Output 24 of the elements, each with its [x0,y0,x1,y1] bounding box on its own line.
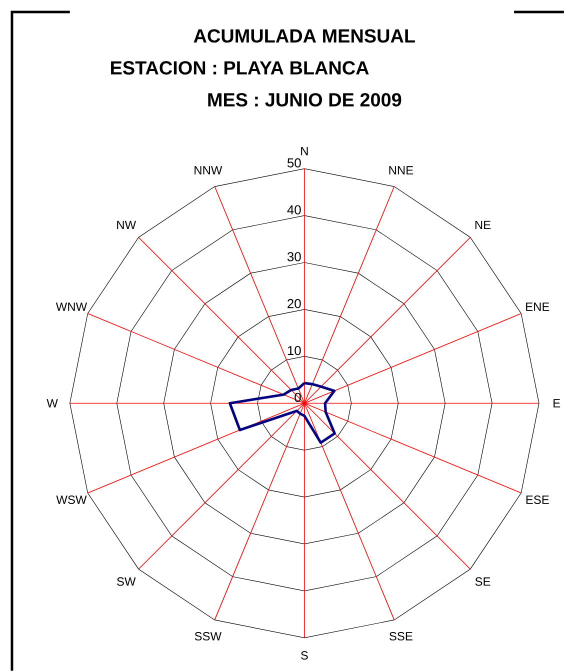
spoke-label: NW [117,220,136,230]
spoke-label: WNW [56,302,87,311]
y-tick-label: 30 [287,252,301,262]
spoke-label: ENE [526,302,550,311]
spoke-label: WSW [56,496,87,504]
spoke-label: SW [116,577,136,586]
spoke-label: NNW [194,166,222,174]
y-tick-label: 20 [287,299,301,308]
spoke-label: SSE [389,632,412,640]
spoke-label: N [301,146,308,156]
spoke-label: ESE [526,496,549,504]
spoke-label: SE [475,577,490,586]
spoke-label: NE [475,220,490,230]
spoke-label: E [553,399,560,408]
y-tick-label: 40 [287,205,301,214]
chart-subtitle: ESTACION : PLAYA BLANCA [110,61,369,75]
text: MES : JUNIO DE 2009 [208,93,402,107]
spoke-label: SSW [194,632,222,640]
chart-title: ACUMULADA MENSUAL [194,29,415,43]
spoke-label: W [46,399,58,408]
spoke-label: NNE [389,166,413,174]
spoke-label: S [300,651,308,660]
y-tick-label: 50 [287,158,301,168]
y-tick-label: 10 [288,346,301,356]
